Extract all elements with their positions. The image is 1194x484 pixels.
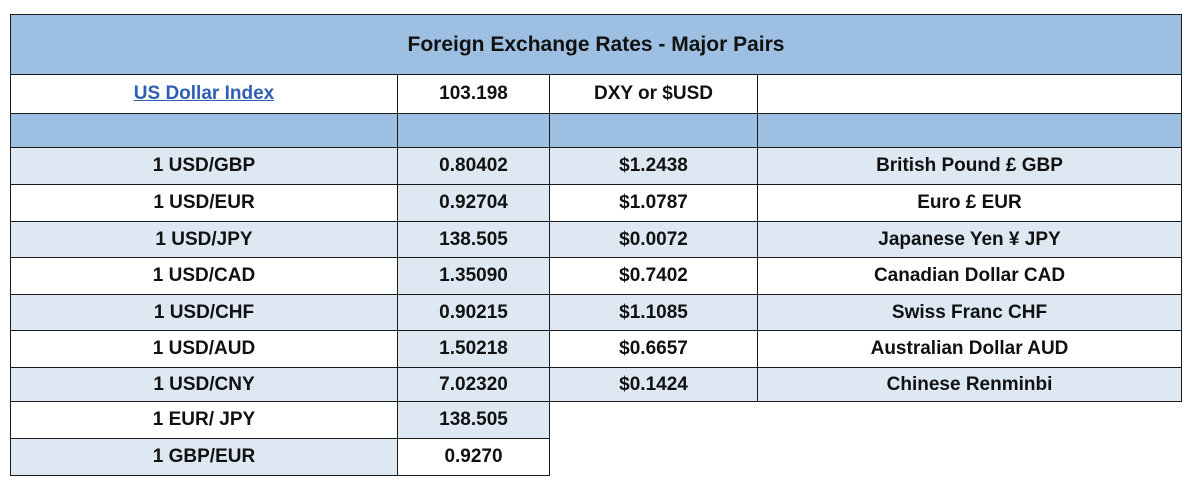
pair-cell: 1 EUR/ JPY (10, 401, 398, 439)
pair-cell: 1 USD/CAD (10, 257, 398, 295)
rate-cell: 0.92704 (397, 184, 550, 222)
usd-value-cell: $0.0072 (549, 221, 758, 258)
currency-cell: Swiss Franc CHF (757, 294, 1182, 331)
pair-cell: 1 USD/GBP (10, 147, 398, 185)
usd-value-cell: $0.7402 (549, 257, 758, 295)
pair-cell: 1 USD/CNY (10, 367, 398, 402)
rate-cell: 138.505 (397, 221, 550, 258)
currency-cell: Euro £ EUR (757, 184, 1182, 222)
pair-cell: 1 USD/AUD (10, 330, 398, 368)
spacer-cell-1 (10, 113, 398, 148)
rate-cell: 138.505 (397, 401, 550, 439)
spacer-cell-2 (397, 113, 550, 148)
rate-cell: 0.90215 (397, 294, 550, 331)
index-empty-cell (757, 74, 1182, 114)
usd-value-cell: $1.1085 (549, 294, 758, 331)
currency-cell: Japanese Yen ¥ JPY (757, 221, 1182, 258)
rate-cell: 1.50218 (397, 330, 550, 368)
currency-cell: Canadian Dollar CAD (757, 257, 1182, 295)
pair-cell: 1 USD/EUR (10, 184, 398, 222)
rate-cell: 1.35090 (397, 257, 550, 295)
usd-value-cell: $0.1424 (549, 367, 758, 402)
index-symbol: DXY or $USD (549, 74, 758, 114)
table-title: Foreign Exchange Rates - Major Pairs (10, 14, 1182, 75)
us-dollar-index-link[interactable]: US Dollar Index (133, 83, 275, 104)
spacer-cell-3 (549, 113, 758, 148)
rate-cell: 7.02320 (397, 367, 550, 402)
index-value: 103.198 (397, 74, 550, 114)
index-label-cell: US Dollar Index (10, 74, 398, 114)
spacer-cell-4 (757, 113, 1182, 148)
rate-cell: 0.80402 (397, 147, 550, 185)
pair-cell: 1 USD/JPY (10, 221, 398, 258)
rate-cell: 0.9270 (397, 438, 550, 476)
currency-cell: Chinese Renminbi (757, 367, 1182, 402)
usd-value-cell: $1.0787 (549, 184, 758, 222)
pair-cell: 1 GBP/EUR (10, 438, 398, 476)
usd-value-cell: $1.2438 (549, 147, 758, 185)
usd-value-cell: $0.6657 (549, 330, 758, 368)
currency-cell: British Pound £ GBP (757, 147, 1182, 185)
pair-cell: 1 USD/CHF (10, 294, 398, 331)
currency-cell: Australian Dollar AUD (757, 330, 1182, 368)
